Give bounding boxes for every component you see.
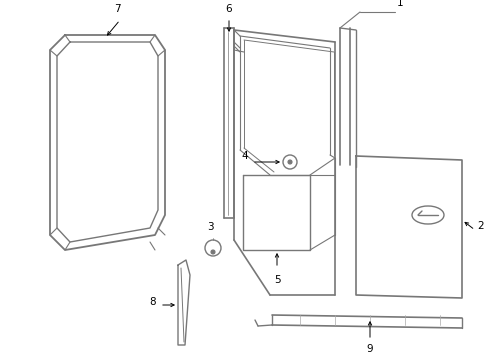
- Text: 6: 6: [226, 4, 232, 14]
- Text: 5: 5: [274, 275, 280, 285]
- Text: 8: 8: [149, 297, 156, 307]
- Polygon shape: [178, 260, 190, 345]
- Circle shape: [288, 160, 292, 164]
- Circle shape: [211, 250, 215, 254]
- Text: 3: 3: [207, 222, 213, 232]
- Text: 9: 9: [367, 344, 373, 354]
- Text: 4: 4: [242, 151, 248, 161]
- Text: 2: 2: [477, 221, 484, 231]
- Text: 7: 7: [114, 4, 121, 14]
- Text: 1: 1: [397, 0, 404, 8]
